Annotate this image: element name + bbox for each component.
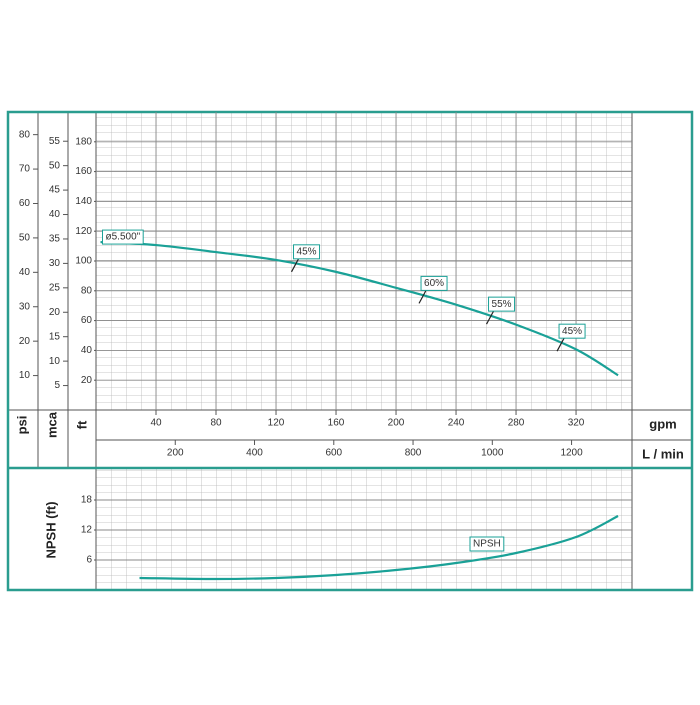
x2-tick-label: 600 — [325, 448, 342, 459]
y-tick-label: 40 — [19, 267, 31, 278]
psi-label: psi — [14, 416, 29, 435]
y-tick-label: 35 — [49, 234, 61, 245]
y-tick-label: 40 — [49, 209, 61, 220]
y-tick-label: 45 — [49, 185, 61, 196]
x-tick-label: 80 — [210, 418, 222, 429]
series-label: 55% — [492, 299, 512, 310]
x2-tick-label: 1200 — [560, 448, 583, 459]
series-label: 45% — [562, 326, 582, 337]
y-tick-label: 50 — [19, 233, 31, 244]
mca-label: mca — [44, 411, 59, 438]
curve — [100, 240, 619, 377]
ft-label: ft — [74, 420, 89, 429]
y-tick-label: 5 — [54, 380, 60, 391]
y-tick-label: 10 — [19, 370, 31, 381]
y-tick-label: 20 — [49, 307, 61, 318]
y-tick-label: 55 — [49, 136, 61, 147]
y-tick-label: 60 — [81, 315, 93, 326]
efficiency-mark — [418, 290, 427, 304]
y-tick-label: 10 — [49, 356, 61, 367]
series-label: 60% — [424, 278, 444, 289]
y-tick-label: 80 — [19, 129, 31, 140]
y-tick-label: 18 — [81, 495, 93, 506]
efficiency-mark — [556, 337, 565, 352]
y-tick-label: 6 — [86, 555, 92, 566]
lmin-label: L / min — [642, 446, 684, 461]
x-tick-label: 160 — [328, 418, 345, 429]
y-tick-label: 50 — [49, 160, 61, 171]
efficiency-mark — [290, 258, 300, 273]
npsh-axis-label: NPSH (ft) — [43, 501, 58, 558]
series-label: ø5.500" — [106, 232, 141, 243]
x-tick-label: 320 — [568, 418, 585, 429]
label-box — [488, 296, 516, 312]
x-tick-label: 240 — [448, 418, 465, 429]
y-tick-label: 25 — [49, 282, 61, 293]
x-tick-label: 280 — [508, 418, 525, 429]
y-tick-label: 12 — [81, 525, 93, 536]
x-tick-label: 120 — [268, 418, 285, 429]
label-box — [420, 275, 448, 291]
y-tick-label: 120 — [75, 226, 92, 237]
series-label: NPSH — [473, 539, 501, 550]
label-box — [469, 536, 505, 552]
x2-tick-label: 200 — [167, 448, 184, 459]
gpm-label: gpm — [649, 416, 676, 431]
y-tick-label: 60 — [19, 198, 31, 209]
efficiency-mark — [486, 310, 495, 325]
label-box — [558, 323, 586, 339]
y-tick-label: 70 — [19, 164, 31, 175]
y-tick-label: 15 — [49, 331, 61, 342]
x2-tick-label: 800 — [405, 448, 422, 459]
outer-frame — [6, 110, 694, 592]
minor-grid — [96, 468, 632, 590]
y-tick-label: 30 — [49, 258, 61, 269]
y-tick-label: 140 — [75, 196, 92, 207]
y-tick-label: 20 — [81, 375, 93, 386]
x-tick-label: 40 — [150, 418, 162, 429]
x2-tick-label: 400 — [246, 448, 263, 459]
x-tick-label: 200 — [388, 418, 405, 429]
y-tick-label: 180 — [75, 136, 92, 147]
y-tick-label: 40 — [81, 345, 93, 356]
x2-tick-label: 1000 — [481, 448, 504, 459]
y-tick-label: 80 — [81, 285, 93, 296]
series-label: 45% — [297, 246, 317, 257]
y-tick-label: 160 — [75, 166, 92, 177]
y-tick-label: 100 — [75, 256, 92, 267]
curve — [139, 515, 619, 581]
y-tick-label: 30 — [19, 301, 31, 312]
label-box — [293, 244, 321, 260]
label-box — [102, 229, 144, 245]
y-tick-label: 20 — [19, 336, 31, 347]
